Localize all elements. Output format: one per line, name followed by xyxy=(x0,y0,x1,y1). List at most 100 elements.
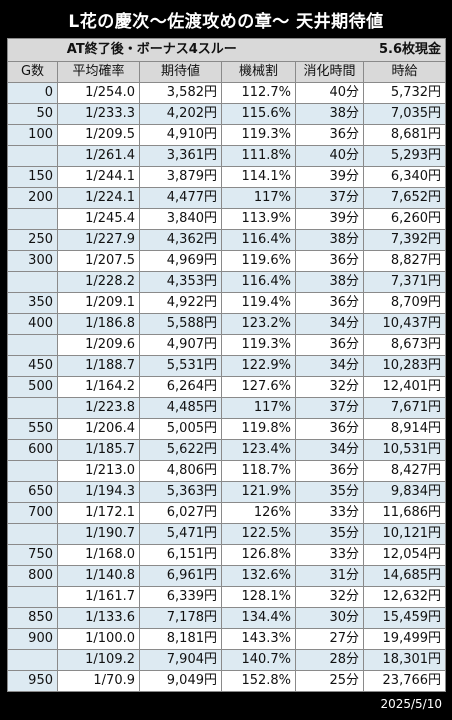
cell-payout-rate: 122.5% xyxy=(220,523,297,545)
cell-expected-value: 3,582円 xyxy=(139,82,222,104)
cell-avg-probability: 1/213.0 xyxy=(57,460,140,482)
cell-expected-value: 6,151円 xyxy=(139,544,222,566)
cell-play-time: 25分 xyxy=(295,670,365,692)
cell-hourly-wage: 8,709円 xyxy=(363,292,447,314)
table-row: 450 1/188.7 5,531円 122.9% 34分 10,283円 xyxy=(7,355,447,377)
cell-avg-probability: 1/207.5 xyxy=(57,250,140,272)
cell-avg-probability: 1/172.1 xyxy=(57,502,140,524)
cell-payout-rate: 123.4% xyxy=(220,439,297,461)
cell-hourly-wage: 19,499円 xyxy=(363,628,447,650)
condition-label: AT終了後・ボーナス4スルー xyxy=(6,38,296,62)
cell-avg-probability: 1/206.4 xyxy=(57,418,140,440)
cell-avg-probability: 1/190.7 xyxy=(57,523,140,545)
cell-expected-value: 4,806円 xyxy=(139,460,222,482)
cell-expected-value: 4,910円 xyxy=(139,124,222,146)
cell-hourly-wage: 10,437円 xyxy=(363,313,447,335)
cell-games: 550 xyxy=(7,418,58,440)
cell-play-time: 36分 xyxy=(295,418,365,440)
table-row: 1/261.4 3,361円 111.8% 40分 5,293円 xyxy=(7,145,447,167)
cell-hourly-wage: 15,459円 xyxy=(363,607,447,629)
table-row: 800 1/140.8 6,961円 132.6% 31分 14,685円 xyxy=(7,565,447,587)
cell-expected-value: 6,264円 xyxy=(139,376,222,398)
cell-hourly-wage: 6,340円 xyxy=(363,166,447,188)
cell-expected-value: 5,471円 xyxy=(139,523,222,545)
cell-avg-probability: 1/228.2 xyxy=(57,271,140,293)
cell-games: 50 xyxy=(7,103,58,125)
header-avg-probability: 平均確率 xyxy=(57,61,140,83)
cell-games: 200 xyxy=(7,187,58,209)
cell-avg-probability: 1/209.6 xyxy=(57,334,140,356)
table-row: 1/228.2 4,353円 116.4% 38分 7,371円 xyxy=(7,271,447,293)
cell-hourly-wage: 10,121円 xyxy=(363,523,447,545)
cell-avg-probability: 1/109.2 xyxy=(57,649,140,671)
table-row: 1/190.7 5,471円 122.5% 35分 10,121円 xyxy=(7,523,447,545)
cell-expected-value: 8,181円 xyxy=(139,628,222,650)
cell-play-time: 37分 xyxy=(295,397,365,419)
cell-play-time: 40分 xyxy=(295,145,365,167)
cell-payout-rate: 122.9% xyxy=(220,355,297,377)
table-row: 1/213.0 4,806円 118.7% 36分 8,427円 xyxy=(7,460,447,482)
cell-avg-probability: 1/227.9 xyxy=(57,229,140,251)
cell-hourly-wage: 7,392円 xyxy=(363,229,447,251)
date-label: 2025/5/10 xyxy=(380,697,442,711)
cell-expected-value: 7,904円 xyxy=(139,649,222,671)
cell-avg-probability: 1/188.7 xyxy=(57,355,140,377)
cell-play-time: 30分 xyxy=(295,607,365,629)
cell-games: 750 xyxy=(7,544,58,566)
cell-games: 500 xyxy=(7,376,58,398)
cell-payout-rate: 121.9% xyxy=(220,481,297,503)
cell-payout-rate: 127.6% xyxy=(220,376,297,398)
cell-avg-probability: 1/223.8 xyxy=(57,397,140,419)
header-play-time: 消化時間 xyxy=(295,61,365,83)
cell-games: 900 xyxy=(7,628,58,650)
expected-value-table: AT終了後・ボーナス4スルー 5.6枚現金 G数 平均確率 期待値 機械割 消化… xyxy=(6,38,447,692)
cell-payout-rate: 143.3% xyxy=(220,628,297,650)
cell-hourly-wage: 11,686円 xyxy=(363,502,447,524)
cell-avg-probability: 1/244.1 xyxy=(57,166,140,188)
cell-hourly-wage: 9,834円 xyxy=(363,481,447,503)
cell-play-time: 34分 xyxy=(295,313,365,335)
header-row: G数 平均確率 期待値 機械割 消化時間 時給 xyxy=(7,61,447,83)
cell-play-time: 37分 xyxy=(295,187,365,209)
page-title: L花の慶次～佐渡攻めの章～ 天井期待値 xyxy=(68,11,384,32)
cell-avg-probability: 1/224.1 xyxy=(57,187,140,209)
cell-play-time: 32分 xyxy=(295,376,365,398)
cell-payout-rate: 119.8% xyxy=(220,418,297,440)
cell-play-time: 33分 xyxy=(295,544,365,566)
header-expected-value: 期待値 xyxy=(139,61,222,83)
cell-hourly-wage: 7,035円 xyxy=(363,103,447,125)
cell-games xyxy=(7,649,58,671)
cell-avg-probability: 1/164.2 xyxy=(57,376,140,398)
cell-expected-value: 3,361円 xyxy=(139,145,222,167)
cell-games xyxy=(7,397,58,419)
cell-expected-value: 4,362円 xyxy=(139,229,222,251)
cell-expected-value: 4,907円 xyxy=(139,334,222,356)
cell-expected-value: 4,353円 xyxy=(139,271,222,293)
cell-payout-rate: 117% xyxy=(220,187,297,209)
exchange-rate-label: 5.6枚現金 xyxy=(295,38,447,62)
cell-play-time: 27分 xyxy=(295,628,365,650)
table-row: 0 1/254.0 3,582円 112.7% 40分 5,732円 xyxy=(7,82,447,104)
cell-games: 450 xyxy=(7,355,58,377)
cell-games: 300 xyxy=(7,250,58,272)
cell-payout-rate: 119.3% xyxy=(220,334,297,356)
cell-games xyxy=(7,145,58,167)
cell-hourly-wage: 10,283円 xyxy=(363,355,447,377)
cell-expected-value: 4,969円 xyxy=(139,250,222,272)
cell-expected-value: 6,027円 xyxy=(139,502,222,524)
cell-expected-value: 5,531円 xyxy=(139,355,222,377)
cell-payout-rate: 126% xyxy=(220,502,297,524)
table-row: 650 1/194.3 5,363円 121.9% 35分 9,834円 xyxy=(7,481,447,503)
cell-payout-rate: 116.4% xyxy=(220,271,297,293)
cell-expected-value: 6,961円 xyxy=(139,565,222,587)
cell-hourly-wage: 12,054円 xyxy=(363,544,447,566)
cell-games: 650 xyxy=(7,481,58,503)
cell-payout-rate: 119.6% xyxy=(220,250,297,272)
cell-hourly-wage: 12,632円 xyxy=(363,586,447,608)
cell-play-time: 35分 xyxy=(295,481,365,503)
cell-avg-probability: 1/70.9 xyxy=(57,670,140,692)
cell-expected-value: 3,879円 xyxy=(139,166,222,188)
cell-avg-probability: 1/100.0 xyxy=(57,628,140,650)
cell-games xyxy=(7,208,58,230)
cell-avg-probability: 1/209.1 xyxy=(57,292,140,314)
